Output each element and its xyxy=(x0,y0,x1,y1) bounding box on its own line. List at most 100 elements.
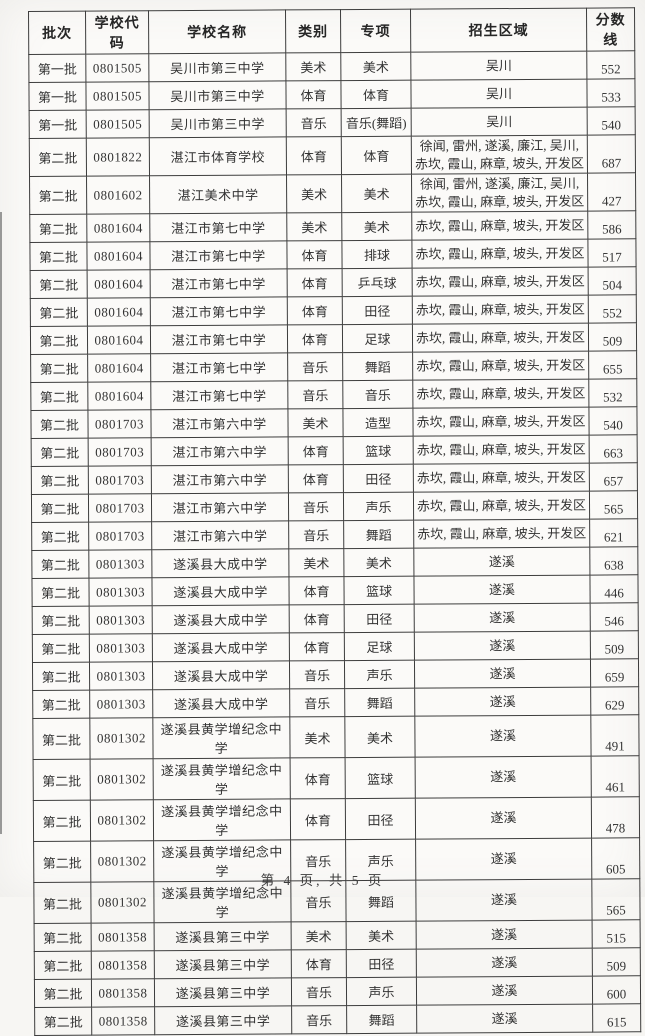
table-cell: 田径 xyxy=(346,949,417,978)
table-cell: 0801358 xyxy=(91,922,155,952)
table-cell: 0801703 xyxy=(88,493,152,523)
table-cell: 第二批 xyxy=(32,662,90,691)
table-cell: 515 xyxy=(592,919,641,949)
table-cell: 遂溪县第三中学 xyxy=(154,922,292,951)
table-cell: 第二批 xyxy=(32,718,91,760)
table-cell: 湛江市第六中学 xyxy=(151,465,289,494)
table-cell: 0801604 xyxy=(87,325,151,355)
table-cell: 舞蹈 xyxy=(346,1005,417,1034)
table-cell: 0801358 xyxy=(91,978,155,1008)
table-cell: 遂溪 xyxy=(414,687,591,717)
table-cell: 湛江市第七中学 xyxy=(150,381,288,410)
table-cell: 446 xyxy=(589,574,639,604)
table-cell: 湛江市第七中学 xyxy=(149,213,287,242)
table-cell: 遂溪 xyxy=(416,948,593,978)
table-cell: 第二批 xyxy=(32,690,90,719)
table-cell: 第二批 xyxy=(31,522,89,551)
table-cell: 533 xyxy=(586,78,636,108)
table-cell: 美术 xyxy=(340,52,411,81)
table-cell: 遂溪县第三中学 xyxy=(154,1006,292,1035)
table-cell: 美术 xyxy=(289,716,346,759)
table-cell: 吴川市第三中学 xyxy=(149,108,287,138)
table-cell: 遂溪 xyxy=(415,756,592,799)
column-header: 招生区域 xyxy=(410,8,587,53)
table-cell: 田径 xyxy=(344,604,415,633)
table-cell: 田径 xyxy=(345,798,416,840)
table-cell: 第二批 xyxy=(29,176,87,215)
table-cell: 第二批 xyxy=(31,494,89,523)
table-row: 第二批 0801303 遂溪县大成中学 音乐 舞蹈 遂溪 629 xyxy=(32,686,639,719)
header-row: 批次 学校代码 学校名称 类别 专项 招生区域 分数线 xyxy=(28,7,635,55)
table-cell: 篮球 xyxy=(343,576,415,605)
table-cell: 体育 xyxy=(340,80,412,109)
table-cell: 0801358 xyxy=(91,1006,155,1036)
table-cell: 0801303 xyxy=(89,689,153,719)
table-cell: 音乐 xyxy=(287,380,343,410)
table-cell: 687 xyxy=(587,134,636,174)
table-cell: 586 xyxy=(587,210,636,240)
table-cell: 第二批 xyxy=(32,606,90,635)
table-row: 第二批 0801604 湛江市第七中学 美术 美术 赤坎, 霞山, 麻章, 坡头, 开发区… xyxy=(29,210,636,243)
table-cell: 赤坎, 霞山, 麻章, 坡头, 开发区 xyxy=(412,351,589,381)
table-cell: 体育 xyxy=(341,136,412,175)
table-cell: 舞蹈 xyxy=(344,688,415,717)
table-cell: 音乐 xyxy=(287,352,343,382)
column-header: 分数线 xyxy=(586,7,635,52)
scan-edge-artifact xyxy=(0,212,2,834)
table-cell: 赤坎, 霞山, 麻章, 坡头, 开发区 xyxy=(413,463,590,493)
table-cell: 体育 xyxy=(289,632,345,662)
table-cell: 赤坎, 霞山, 麻章, 坡头, 开发区 xyxy=(412,295,589,325)
table-cell: 491 xyxy=(590,714,640,757)
table-cell: 遂溪 xyxy=(416,976,593,1006)
table-row: 第一批 0801505 吴川市第三中学 音乐 音乐(舞蹈) 吴川 540 xyxy=(29,106,636,139)
table-row: 第二批 0801358 遂溪县第三中学 音乐 舞蹈 遂溪 615 xyxy=(34,1003,641,1036)
table-cell: 声乐 xyxy=(343,492,414,521)
table-cell: 0801505 xyxy=(86,109,150,139)
table-cell: 体育 xyxy=(291,949,347,979)
table-cell: 赤坎, 霞山, 麻章, 坡头, 开发区 xyxy=(413,519,590,549)
table-cell: 第一批 xyxy=(29,110,87,139)
table-cell: 第二批 xyxy=(30,298,88,327)
table-cell: 湛江市第六中学 xyxy=(151,437,289,466)
table-cell: 美术 xyxy=(291,921,347,951)
table-cell: 0801604 xyxy=(86,213,150,243)
table-row: 第二批 0801604 湛江市第七中学 体育 排球 赤坎, 霞山, 麻章, 坡头, 开发区… xyxy=(29,238,637,271)
table-cell: 遂溪县大成中学 xyxy=(151,549,289,578)
table-cell: 造型 xyxy=(342,408,414,437)
table-cell: 湛江市第六中学 xyxy=(151,521,289,550)
table-cell: 赤坎, 霞山, 麻章, 坡头, 开发区 xyxy=(412,267,589,297)
table-cell: 遂溪 xyxy=(416,920,593,950)
table-cell: 0801604 xyxy=(87,381,151,411)
table-cell: 赤坎, 霞山, 麻章, 坡头, 开发区 xyxy=(412,407,590,437)
table-row: 第二批 0801604 湛江市第七中学 音乐 舞蹈 赤坎, 霞山, 麻章, 坡头, 开发区… xyxy=(30,350,637,383)
table-cell: 第二批 xyxy=(34,951,92,980)
table-cell: 赤坎, 霞山, 麻章, 坡头, 开发区 xyxy=(412,379,589,409)
table-cell: 509 xyxy=(592,947,641,977)
table-cell: 0801358 xyxy=(91,950,155,980)
table-cell: 第二批 xyxy=(29,242,88,271)
table-cell: 第二批 xyxy=(34,923,92,952)
table-cell: 第二批 xyxy=(29,214,87,243)
table-cell: 体育 xyxy=(288,464,344,494)
table-cell: 0801604 xyxy=(86,241,151,271)
table-cell: 565 xyxy=(589,490,638,520)
table-cell: 657 xyxy=(589,462,638,492)
table-row: 第二批 0801358 遂溪县第三中学 体育 田径 遂溪 509 xyxy=(34,947,641,980)
table-cell: 湛江市第七中学 xyxy=(150,353,288,382)
table-row: 第二批 0801358 遂溪县第三中学 音乐 声乐 遂溪 600 xyxy=(34,975,641,1008)
table-cell: 遂溪 xyxy=(415,797,592,840)
table-cell: 篮球 xyxy=(343,436,414,465)
table-cell: 美术 xyxy=(285,52,341,81)
table-cell: 体育 xyxy=(285,80,342,109)
table-cell: 504 xyxy=(588,266,637,296)
table-cell: 体育 xyxy=(290,757,346,800)
table-row: 第二批 0801703 湛江市第六中学 体育 田径 赤坎, 霞山, 麻章, 坡头, 开发区… xyxy=(31,462,638,495)
table-cell: 第一批 xyxy=(28,54,86,83)
table-cell: 629 xyxy=(590,686,639,716)
table-cell: 赤坎, 霞山, 麻章, 坡头, 开发区 xyxy=(413,435,590,465)
table-cell: 517 xyxy=(587,238,637,268)
table-row: 第二批 0801303 遂溪县大成中学 体育 田径 遂溪 546 xyxy=(32,602,639,635)
column-header: 类别 xyxy=(285,9,341,53)
table-cell: 徐闻, 雷州, 遂溪, 廉江, 吴川, 赤坎, 霞山, 麻章, 坡头, 开发区 xyxy=(411,135,588,175)
table-cell: 遂溪县大成中学 xyxy=(151,577,290,606)
